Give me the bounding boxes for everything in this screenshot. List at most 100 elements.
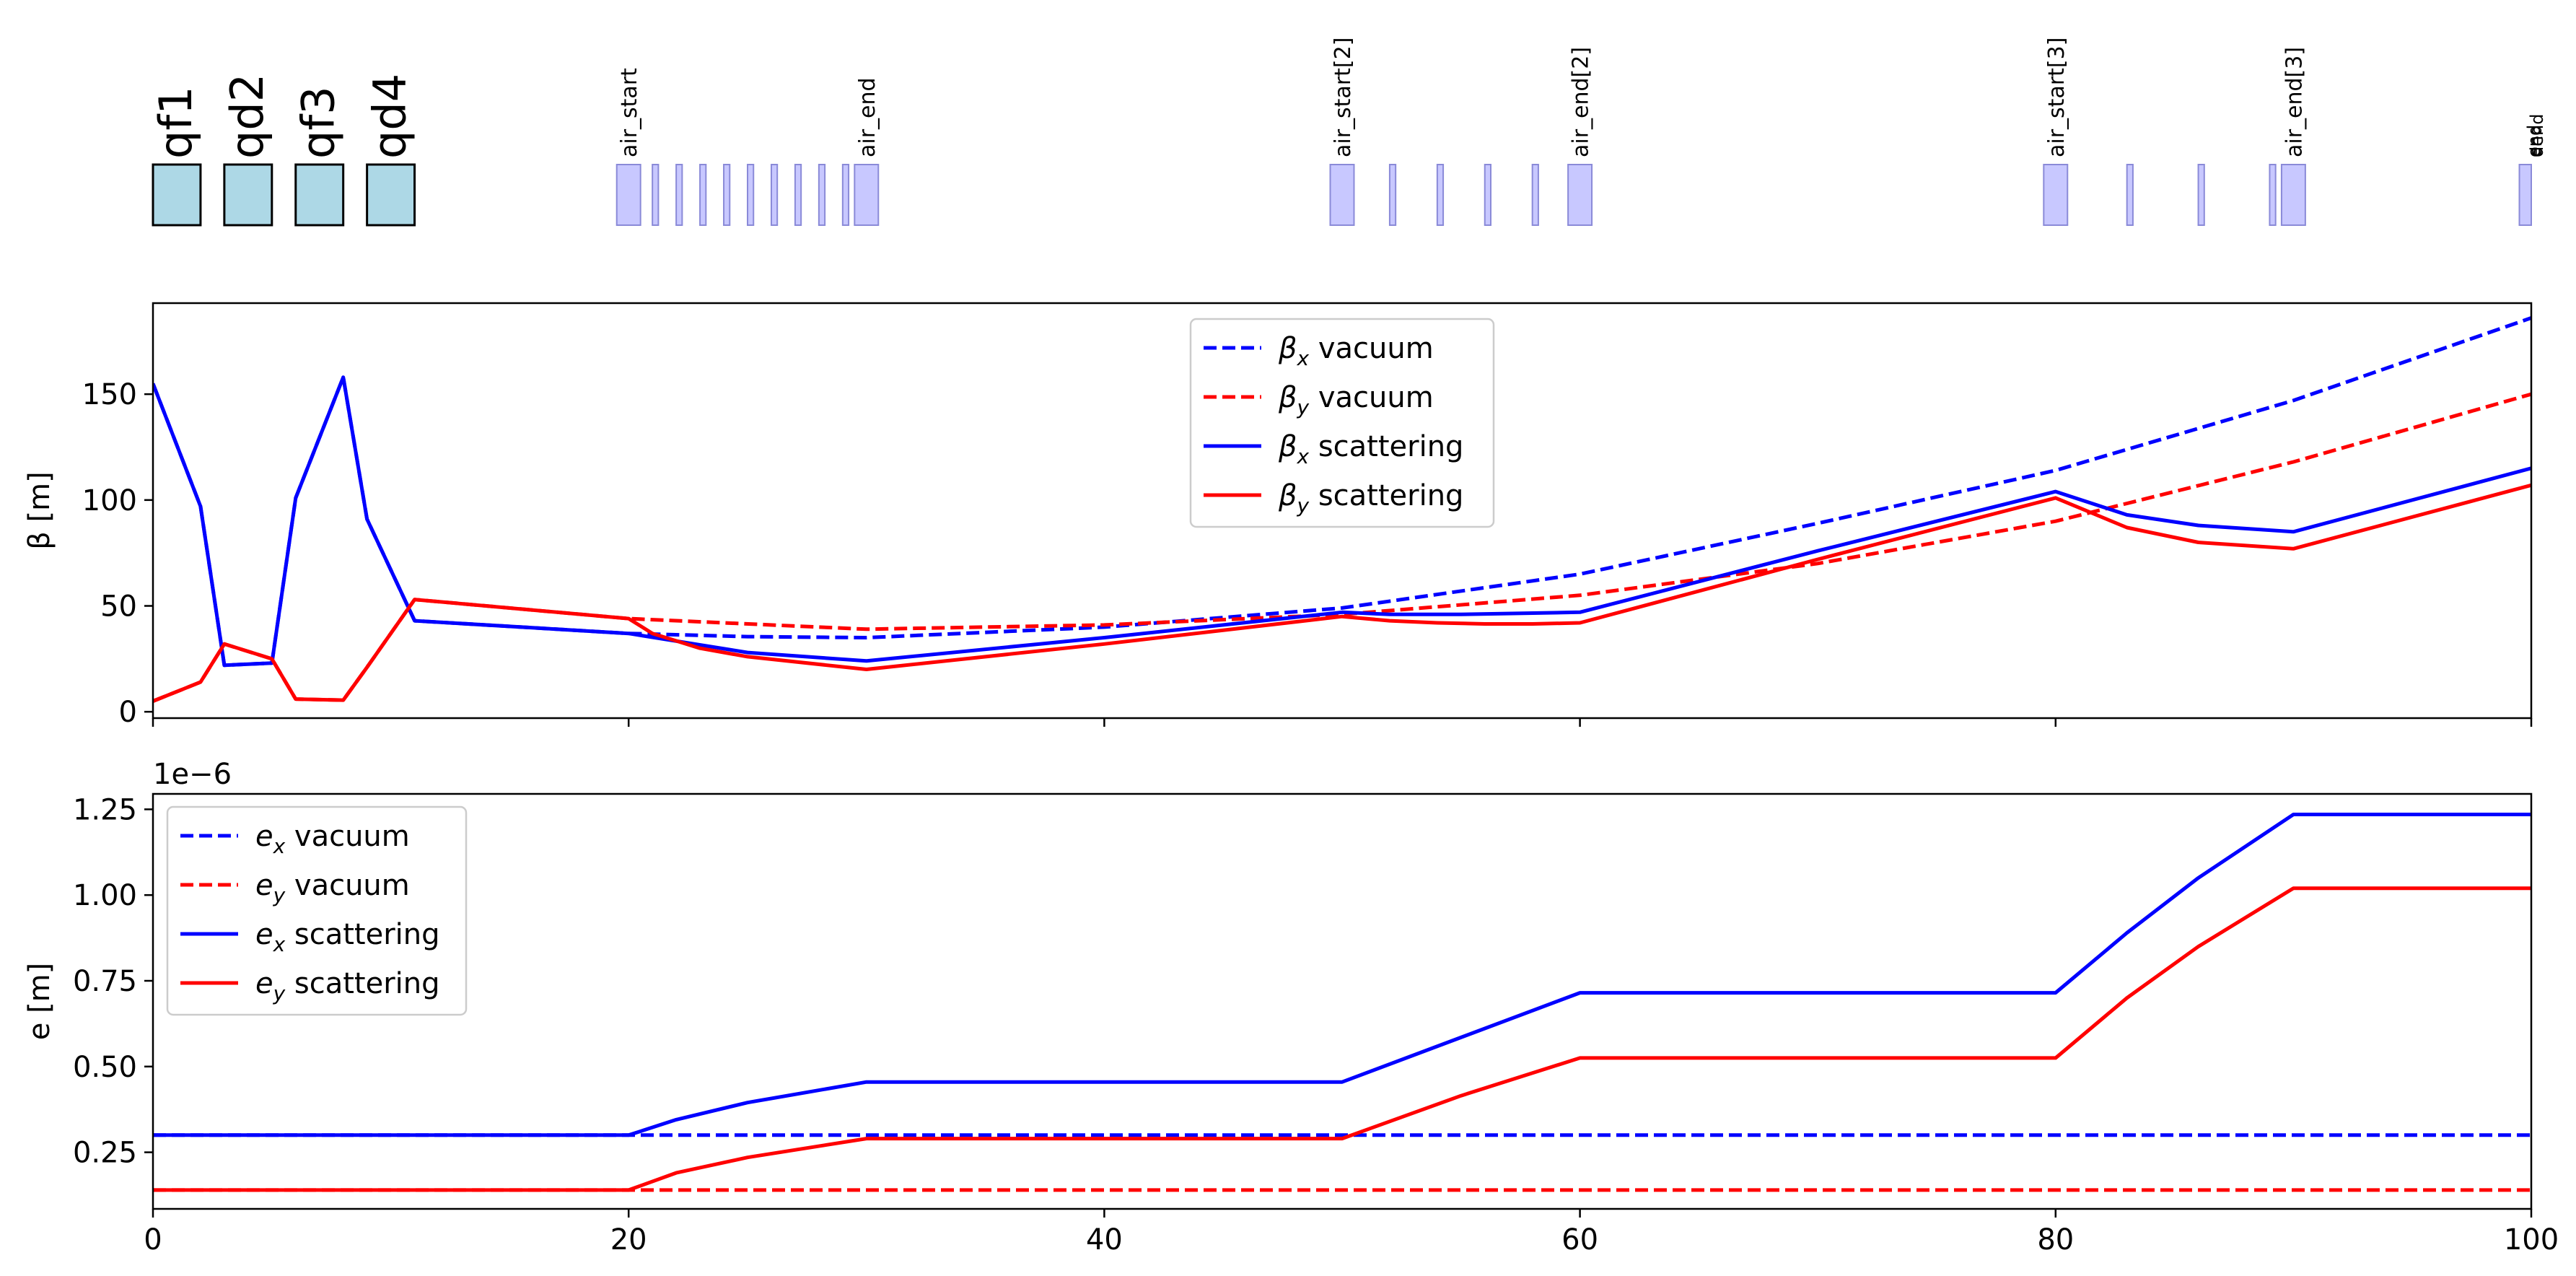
legend-box [1189, 318, 1495, 528]
legend-symbol: β [1278, 479, 1297, 512]
legend-symbol: β [1278, 332, 1297, 365]
legend-symbol: e [255, 869, 273, 902]
lattice-element [854, 164, 880, 226]
series-line-ey-scattering [153, 886, 2531, 1192]
lattice-element [699, 164, 707, 226]
legend-suffix: scattering [1309, 430, 1463, 463]
legend-entry-ex-scattering: ex scattering [255, 918, 440, 956]
legend-suffix: scattering [1309, 479, 1463, 512]
legend-suffix: vacuum [285, 820, 410, 853]
legend-subscript: y [1297, 494, 1310, 517]
series-line-βx-scattering [153, 375, 2531, 668]
end-label: end [2524, 125, 2544, 157]
x-tick-label: 20 [610, 1223, 647, 1257]
legend-entry-ey-vacuum: ey vacuum [255, 869, 410, 907]
lattice-element [2280, 164, 2306, 226]
quadrupole-qd4 [366, 163, 416, 227]
y-tick-label: 150 [82, 378, 137, 411]
axes-frame [152, 302, 2533, 720]
legend-symbol: β [1278, 381, 1297, 414]
lattice-element [723, 164, 731, 226]
lattice-element [794, 164, 802, 226]
legend-subscript: x [1297, 445, 1310, 468]
quadrupole-qf3 [294, 163, 345, 227]
legend-entry-βy-scattering: βy scattering [1278, 479, 1463, 517]
legend-symbol: e [255, 918, 273, 951]
legend-suffix: vacuum [285, 869, 410, 902]
lattice-element [818, 164, 826, 226]
x-tick-label: 80 [2037, 1223, 2074, 1257]
legend-symbol: e [255, 820, 273, 853]
quadrupole-label: qd2 [221, 74, 273, 159]
lattice-element-label: air_start[2] [1331, 38, 1356, 157]
lattice-element [1329, 164, 1355, 226]
lattice-panel: qf1 qd2 qf3 qd4 air_start air_end air_start[2]… [149, 38, 2547, 227]
lattice-element-label: air_end [855, 77, 880, 157]
y-tick-label: 0.50 [73, 1051, 137, 1084]
legend-subscript: y [273, 982, 286, 1005]
lattice-element [747, 164, 755, 226]
series-line-ex-scattering [153, 813, 2531, 1137]
legend-box [166, 805, 468, 1016]
x-tick-label: 0 [144, 1223, 162, 1257]
x-tick-label: 60 [1561, 1223, 1598, 1257]
lattice-element-label: air_end[3] [2282, 47, 2307, 157]
y-tick-label: 1.00 [73, 879, 137, 912]
lattice-element [1484, 164, 1492, 226]
end-label: end [2525, 125, 2546, 157]
y-tick-label: 0.75 [73, 965, 137, 998]
legend-subscript: y [1297, 396, 1310, 419]
legend-entry-ey-scattering: ey scattering [255, 967, 440, 1005]
legend-subscript: x [273, 834, 286, 858]
lattice-element-label: air_start [617, 68, 642, 157]
y-tick-label: 0 [119, 696, 137, 729]
lattice-element [2126, 164, 2134, 226]
quadrupole-label: qf1 [149, 86, 202, 159]
axes-frame [152, 792, 2533, 1210]
quadrupole-label: qf3 [292, 86, 345, 159]
x-tick-label: 100 [2504, 1223, 2559, 1257]
lattice-element [652, 164, 660, 226]
lattice-element [2269, 164, 2277, 226]
y-tick-label: 100 [82, 484, 137, 517]
quadrupole-qd2 [223, 163, 273, 227]
legend-suffix: scattering [285, 967, 439, 1000]
y-axis-label: β [m] [23, 471, 56, 549]
lattice-element [2043, 164, 2069, 226]
x-tick-label: 40 [1086, 1223, 1123, 1257]
lattice-element [841, 164, 850, 226]
y-tick-label: 1.25 [73, 793, 137, 826]
legend-suffix: scattering [285, 918, 439, 951]
legend-suffix: vacuum [1309, 332, 1434, 365]
y-tick-label: 0.25 [73, 1137, 137, 1170]
lattice-element [615, 164, 641, 226]
lattice-element [770, 164, 779, 226]
series-line-βy-scattering [153, 483, 2531, 703]
legend-entry-ex-vacuum: ex vacuum [255, 820, 410, 858]
lattice-element-label: air_end[2] [1569, 47, 1594, 157]
legend-entry-βx-vacuum: βx vacuum [1278, 332, 1434, 370]
legend-symbol: e [255, 967, 273, 1000]
lattice-element [1531, 164, 1539, 226]
legend-suffix: vacuum [1309, 381, 1434, 414]
offset-text: 1e−6 [153, 758, 232, 791]
lattice-element-label: air_start[3] [2044, 38, 2069, 157]
lattice-element [1436, 164, 1445, 226]
lattice-element [1388, 164, 1397, 226]
y-tick-label: 50 [100, 590, 137, 624]
legend-entry-βx-scattering: βx scattering [1278, 430, 1463, 468]
legend-subscript: x [1297, 346, 1310, 370]
lattice-element [2197, 164, 2205, 226]
lattice-element [2518, 164, 2533, 226]
lattice-element [675, 164, 683, 226]
end-label: dend [2527, 114, 2547, 157]
legend-subscript: y [273, 883, 286, 907]
legend-symbol: β [1278, 430, 1297, 463]
y-axis-label: e [m] [23, 963, 56, 1041]
lattice-element [1567, 164, 1593, 226]
quadrupole-label: qd4 [364, 74, 416, 159]
legend-subscript: x [273, 932, 286, 956]
quadrupole-qf1 [152, 163, 202, 227]
